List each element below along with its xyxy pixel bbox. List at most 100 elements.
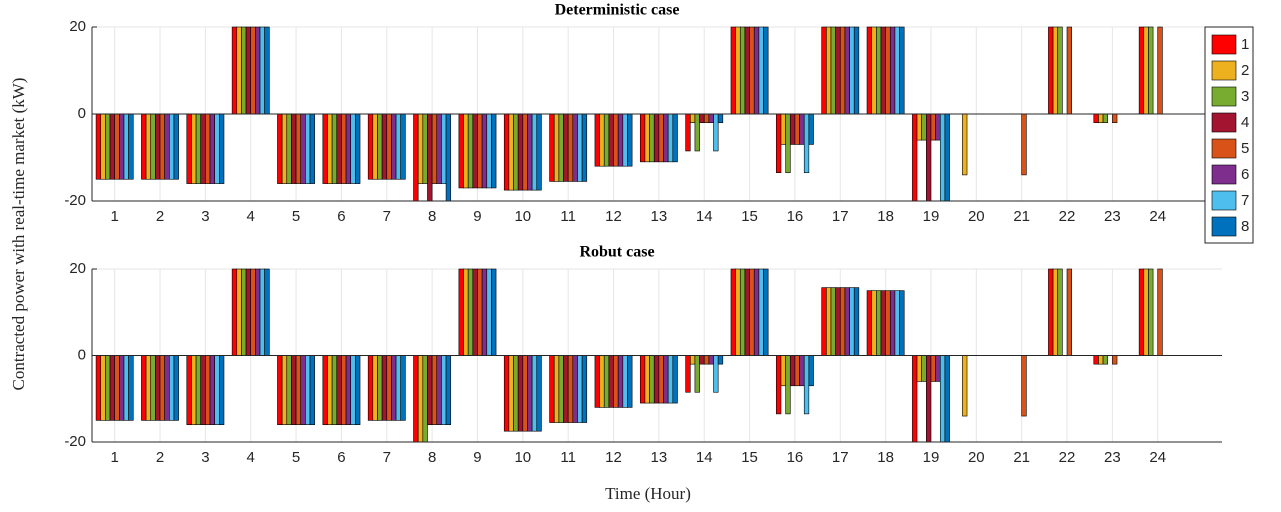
bar: [885, 26, 891, 115]
bar: [758, 26, 764, 115]
bar: [649, 113, 655, 163]
bar: [264, 26, 270, 115]
bar: [853, 287, 860, 356]
bar: [567, 355, 574, 423]
bar: [145, 113, 152, 180]
bar: [377, 113, 383, 180]
x-tick-label: 9: [473, 208, 481, 225]
bar: [830, 287, 836, 356]
bar: [1021, 113, 1027, 176]
bar: [205, 355, 211, 425]
y-tick-label: -20: [64, 433, 86, 450]
bar: [441, 113, 447, 184]
bar: [803, 113, 810, 174]
bar: [663, 113, 669, 163]
bar: [930, 113, 936, 141]
bar: [553, 113, 560, 182]
bar: [513, 355, 519, 432]
bar: [472, 113, 478, 189]
bar: [355, 113, 361, 184]
bar: [567, 113, 574, 182]
bar: [1048, 268, 1054, 356]
bar: [644, 113, 650, 163]
bar: [114, 113, 120, 180]
bar: [776, 355, 782, 415]
bar: [250, 268, 256, 356]
bar: [785, 355, 791, 415]
bar: [95, 113, 102, 180]
bar: [508, 355, 514, 432]
bar: [119, 113, 125, 180]
bar: [667, 113, 674, 163]
bar: [250, 26, 256, 115]
bar: [305, 113, 311, 184]
bar: [436, 113, 442, 184]
x-tick-label: 24: [1149, 208, 1166, 225]
y-tick-label: 0: [78, 346, 86, 363]
bar: [735, 268, 741, 356]
bar: [916, 113, 922, 141]
y-tick-label: 20: [69, 18, 86, 35]
bar: [322, 355, 328, 425]
x-tick-label: 8: [428, 449, 436, 466]
bar: [921, 355, 927, 382]
legend-label: 7: [1241, 192, 1249, 209]
bar: [527, 113, 533, 191]
bar: [286, 113, 292, 184]
bar: [427, 113, 433, 202]
y-axis-label: Contracted power with real-time market (…: [9, 78, 28, 391]
bar: [413, 355, 419, 443]
bar: [150, 113, 156, 180]
bar: [921, 113, 927, 141]
bar: [563, 355, 569, 423]
bar: [491, 268, 497, 356]
bar: [458, 268, 464, 356]
bar: [100, 113, 106, 180]
bar: [214, 113, 220, 184]
bar: [821, 26, 827, 115]
bar: [627, 113, 633, 167]
bar: [794, 355, 800, 387]
bar: [1052, 268, 1059, 356]
bar: [780, 355, 786, 387]
bar: [639, 113, 646, 163]
x-tick-label: 7: [383, 449, 391, 466]
bar: [763, 26, 769, 115]
bar: [553, 355, 560, 423]
bar: [1057, 26, 1063, 115]
x-tick-label: 8: [428, 208, 436, 225]
bar: [522, 113, 528, 191]
bar: [236, 268, 242, 356]
x-tick-label: 10: [514, 208, 531, 225]
bar: [386, 113, 392, 180]
bar: [926, 113, 932, 202]
bar: [195, 355, 202, 425]
bar: [758, 268, 764, 356]
bar: [214, 355, 220, 425]
bar: [594, 113, 600, 167]
legend-swatch: [1211, 34, 1237, 55]
x-tick-label: 17: [832, 449, 849, 466]
bar: [608, 113, 614, 167]
bar: [880, 290, 886, 356]
bar: [413, 113, 419, 202]
bar: [309, 113, 315, 184]
bar: [100, 355, 106, 421]
x-tick-label: 13: [651, 208, 668, 225]
bar: [309, 355, 315, 425]
bar: [141, 355, 147, 421]
bar: [155, 355, 161, 421]
bar: [231, 268, 238, 356]
legend-swatch: [1211, 190, 1237, 211]
bar: [322, 113, 328, 184]
bar: [195, 113, 202, 184]
bar: [109, 113, 115, 180]
x-tick-label: 7: [383, 208, 391, 225]
bar: [594, 355, 600, 408]
bar: [377, 355, 383, 421]
x-tick-label: 19: [923, 208, 940, 225]
bar: [572, 113, 578, 182]
bar: [391, 355, 397, 421]
bar: [794, 113, 800, 145]
